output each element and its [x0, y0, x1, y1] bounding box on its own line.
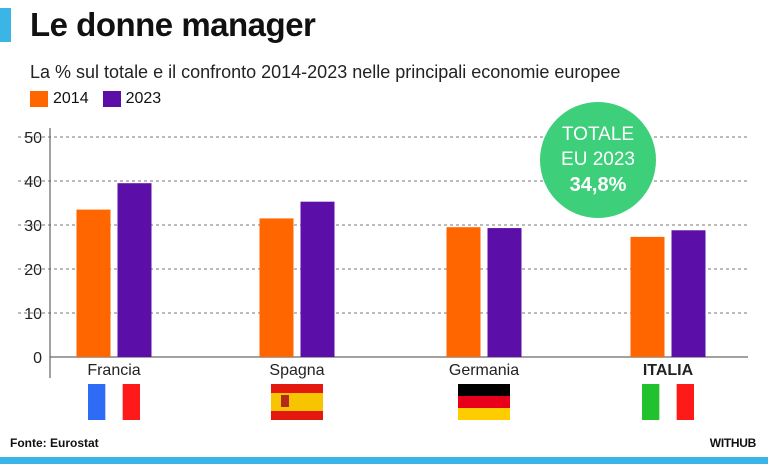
total-eu-badge: TOTALE EU 2023 34,8% [540, 102, 656, 218]
germany-flag-icon [458, 384, 510, 420]
x-tick-label: Spagna [269, 362, 324, 379]
bar-2014-spagna [259, 218, 294, 357]
x-tick-label: ITALIA [643, 362, 694, 379]
bar-2023-spagna [300, 201, 335, 357]
legend-swatch-2014 [30, 91, 48, 107]
badge-circle [540, 102, 656, 218]
source-note: Fonte: Eurostat [10, 436, 99, 450]
brand-logo: WITHUB [709, 436, 757, 450]
badge-value: 34,8% [570, 174, 627, 196]
spain-flag-icon [271, 384, 323, 420]
x-tick-label: Germania [449, 362, 519, 379]
legend: 2014 2023 [30, 90, 175, 108]
legend-label-2023: 2023 [125, 90, 162, 107]
bar-2023-germania [487, 228, 522, 357]
y-tick-label: 0 [33, 350, 42, 367]
y-tick-label: 40 [24, 174, 42, 191]
chart-subtitle: La % sul totale e il confronto 2014-2023… [30, 62, 621, 82]
legend-item-2023: 2023 [102, 90, 162, 108]
bottom-accent-bar [0, 457, 768, 464]
italy-flag-icon [642, 384, 694, 420]
badge-line1: TOTALE [562, 124, 634, 145]
bar-2023-italia [671, 230, 706, 357]
y-tick-label: 50 [24, 130, 42, 147]
y-tick-label: 20 [24, 262, 42, 279]
page-title: Le donne manager [30, 6, 316, 43]
bar-2014-francia [76, 209, 111, 357]
y-tick-label: 10 [24, 306, 42, 323]
bar-2023-francia [117, 183, 152, 357]
france-flag-icon [88, 384, 140, 420]
legend-swatch-2023 [102, 91, 121, 107]
legend-label-2014: 2014 [53, 90, 89, 107]
bar-2014-germania [446, 227, 481, 357]
badge-line2: EU 2023 [561, 149, 635, 170]
bar-2014-italia [630, 236, 665, 357]
legend-item-2014: 2014 [30, 90, 89, 108]
x-tick-label: Francia [87, 362, 140, 379]
accent-stripe [0, 8, 11, 42]
y-tick-label: 30 [24, 218, 42, 235]
